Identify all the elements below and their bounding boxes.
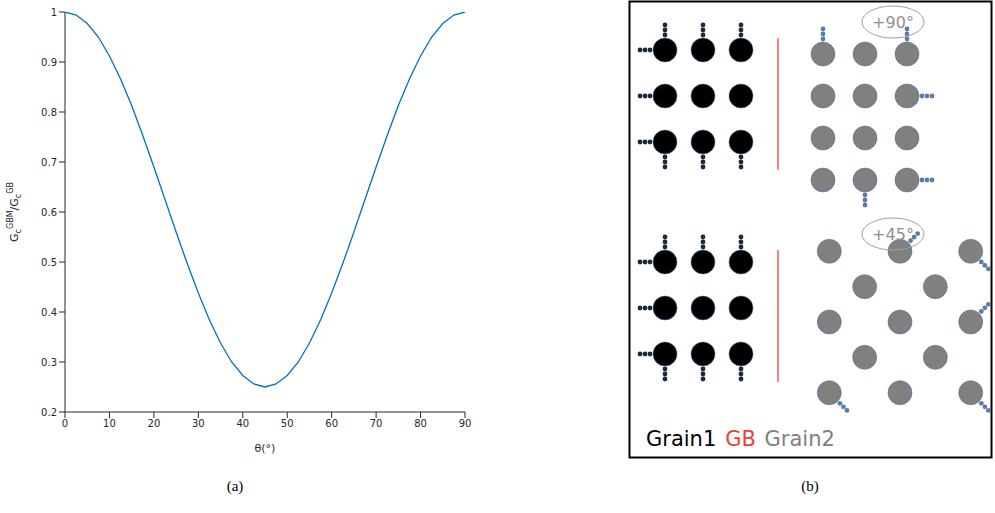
svg-text:60: 60 <box>325 418 338 429</box>
svg-text:θ(°): θ(°) <box>255 442 276 455</box>
svg-text:0.4: 0.4 <box>41 307 57 318</box>
svg-text:50: 50 <box>281 418 294 429</box>
svg-text:0.7: 0.7 <box>41 157 57 168</box>
svg-text:+90°: +90° <box>872 13 914 32</box>
svg-text:30: 30 <box>192 418 205 429</box>
html-text:(b): (b) <box>801 478 819 494</box>
svg-text:0.2: 0.2 <box>41 407 57 418</box>
svg-text:0.5: 0.5 <box>41 257 57 268</box>
svg-text:+45°: +45° <box>872 225 914 244</box>
svg-text:0.8: 0.8 <box>41 107 57 118</box>
svg-text:40: 40 <box>236 418 249 429</box>
svg-text:1: 1 <box>51 7 57 18</box>
svg-text:70: 70 <box>370 418 383 429</box>
svg-text:10: 10 <box>103 418 116 429</box>
svg-text:0.3: 0.3 <box>41 357 57 368</box>
svg-text:0.9: 0.9 <box>41 57 57 68</box>
svg-text:90: 90 <box>459 418 472 429</box>
svg-text:0.6: 0.6 <box>41 207 57 218</box>
html-text:(a): (a) <box>226 478 244 494</box>
svg-text:20: 20 <box>148 418 161 429</box>
svg-text:GcGBM/GcGB: GcGBM/GcGB <box>6 182 23 242</box>
svg-text:80: 80 <box>414 418 427 429</box>
svg-text:Grain1GBGrain2: Grain1GBGrain2 <box>646 427 835 451</box>
svg-text:0: 0 <box>62 418 68 429</box>
